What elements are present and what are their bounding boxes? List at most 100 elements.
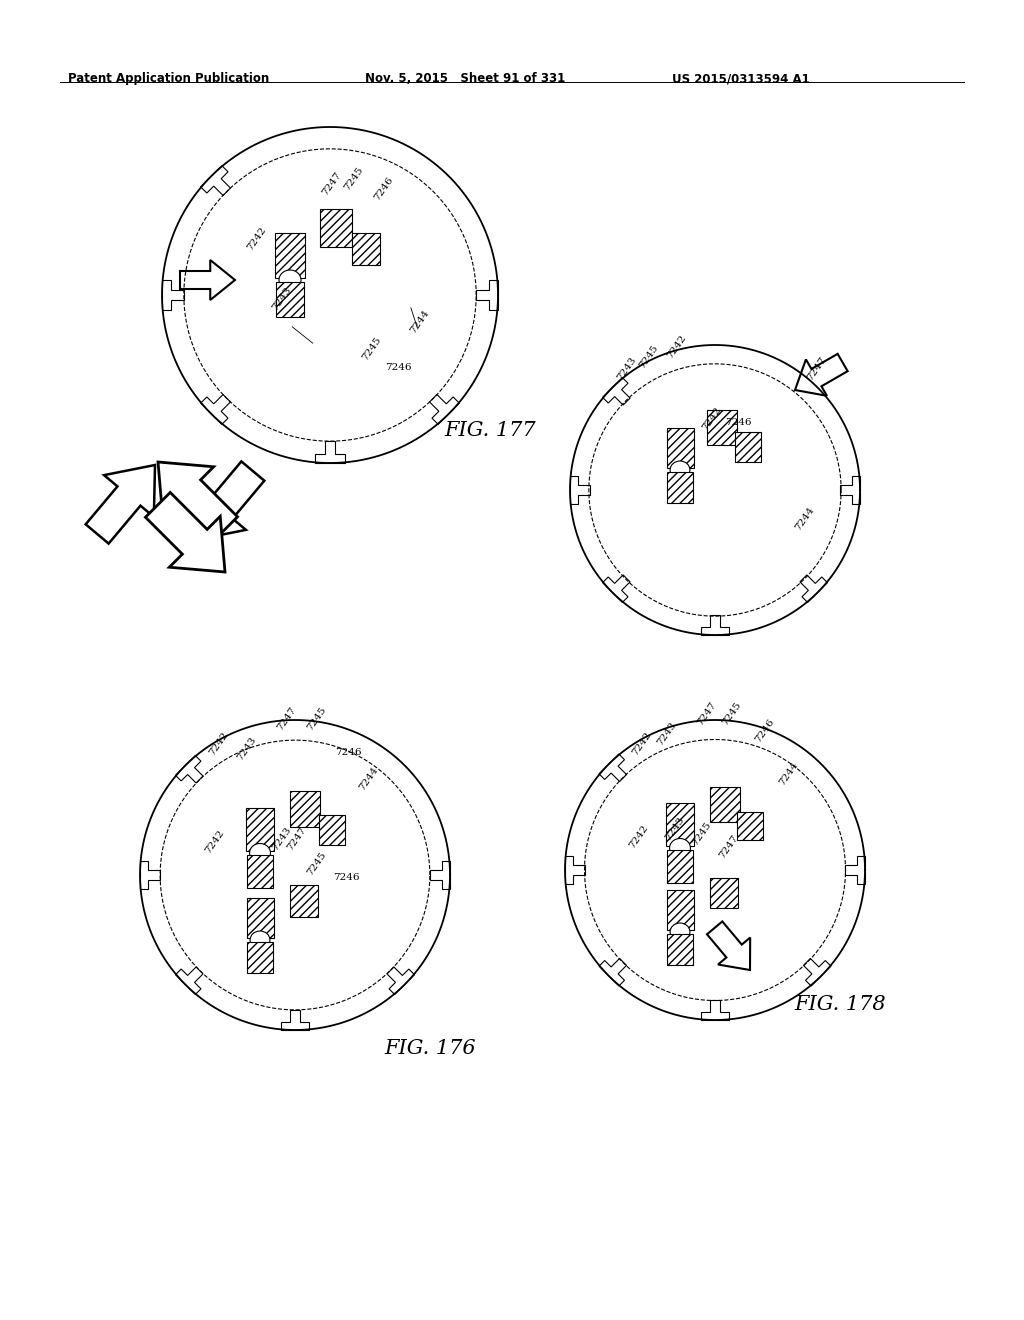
Polygon shape (701, 1001, 729, 1020)
Text: 7247: 7247 (695, 700, 718, 727)
Text: 7246: 7246 (335, 748, 361, 756)
Polygon shape (201, 165, 230, 195)
Text: 7245: 7245 (360, 335, 383, 362)
Text: FIG. 177: FIG. 177 (444, 421, 536, 440)
Polygon shape (430, 861, 450, 888)
Text: 7247: 7247 (717, 833, 739, 861)
Polygon shape (668, 471, 692, 503)
Polygon shape (845, 855, 865, 884)
Text: US 2015/0313594 A1: US 2015/0313594 A1 (672, 73, 810, 84)
Text: 7246: 7246 (753, 717, 775, 744)
Text: FIG. 176: FIG. 176 (384, 1039, 476, 1057)
Text: 7242: 7242 (630, 730, 652, 756)
Text: 7242: 7242 (245, 226, 267, 252)
Text: 7244: 7244 (357, 766, 380, 792)
Text: 7247: 7247 (285, 825, 307, 851)
Text: 7242: 7242 (207, 730, 229, 756)
Text: 7246: 7246 (372, 176, 394, 202)
Text: 7245: 7245 (342, 165, 365, 191)
Ellipse shape (670, 838, 690, 858)
Text: 7247: 7247 (319, 170, 343, 197)
Text: 7245: 7245 (720, 700, 742, 727)
Text: 7244: 7244 (777, 760, 800, 787)
Text: 7245: 7245 (305, 705, 328, 733)
Polygon shape (387, 968, 415, 994)
Text: Patent Application Publication: Patent Application Publication (68, 73, 269, 84)
Text: 7245: 7245 (637, 343, 659, 370)
Polygon shape (175, 968, 203, 994)
Text: 7243: 7243 (663, 816, 686, 842)
Polygon shape (565, 855, 585, 884)
Text: Nov. 5, 2015   Sheet 91 of 331: Nov. 5, 2015 Sheet 91 of 331 (365, 73, 565, 84)
Bar (352, 234, 380, 265)
Text: FIG. 178: FIG. 178 (795, 995, 886, 1015)
Bar (710, 787, 740, 822)
Polygon shape (800, 576, 827, 602)
Polygon shape (667, 428, 693, 469)
Ellipse shape (279, 271, 301, 290)
Polygon shape (476, 280, 498, 310)
Polygon shape (668, 933, 692, 965)
Bar (710, 878, 738, 908)
Polygon shape (247, 855, 273, 888)
Text: 7246: 7246 (385, 363, 412, 372)
Text: 7242: 7242 (627, 824, 649, 850)
Text: 7242: 7242 (700, 405, 723, 432)
Text: 7243: 7243 (270, 285, 293, 312)
Polygon shape (707, 921, 751, 970)
Polygon shape (804, 958, 830, 986)
Text: 7244: 7244 (793, 506, 815, 532)
Text: 7243: 7243 (615, 355, 638, 381)
Ellipse shape (670, 923, 690, 941)
Bar (290, 791, 319, 828)
Text: 7247: 7247 (275, 705, 298, 733)
Polygon shape (666, 804, 694, 846)
Polygon shape (701, 615, 729, 635)
Text: 7243: 7243 (234, 735, 258, 762)
Polygon shape (246, 808, 274, 851)
Text: 7247: 7247 (805, 355, 827, 381)
Polygon shape (140, 861, 160, 888)
Polygon shape (180, 260, 234, 300)
Polygon shape (315, 441, 345, 463)
Ellipse shape (250, 931, 270, 949)
Ellipse shape (250, 843, 270, 862)
Polygon shape (158, 462, 238, 541)
Text: 7246: 7246 (333, 873, 359, 882)
Polygon shape (195, 462, 264, 540)
Polygon shape (667, 850, 693, 883)
Text: 7245: 7245 (690, 820, 713, 847)
Polygon shape (795, 354, 848, 396)
Polygon shape (667, 890, 693, 931)
Bar (737, 812, 763, 840)
Ellipse shape (670, 461, 690, 479)
Text: 7243: 7243 (270, 825, 293, 851)
Polygon shape (247, 898, 273, 939)
Polygon shape (248, 941, 272, 973)
Polygon shape (175, 755, 203, 783)
Bar (735, 432, 761, 462)
Bar (290, 884, 318, 917)
Polygon shape (602, 576, 630, 602)
Polygon shape (162, 280, 184, 310)
Polygon shape (276, 282, 304, 317)
Text: 7244: 7244 (408, 308, 430, 335)
Polygon shape (429, 395, 460, 425)
Bar (707, 411, 737, 445)
Text: 7242: 7242 (203, 828, 225, 855)
Polygon shape (599, 754, 627, 781)
Polygon shape (602, 378, 630, 405)
Bar (319, 209, 352, 247)
Text: 7243: 7243 (655, 721, 678, 747)
Polygon shape (840, 477, 860, 504)
Polygon shape (599, 958, 627, 986)
Polygon shape (570, 477, 590, 504)
Polygon shape (86, 465, 155, 544)
Text: 7245: 7245 (305, 850, 328, 876)
Polygon shape (281, 1010, 309, 1030)
Bar (319, 814, 345, 845)
Text: 7242: 7242 (665, 333, 687, 360)
Text: 7246: 7246 (725, 418, 752, 426)
Polygon shape (145, 492, 225, 572)
Polygon shape (275, 234, 305, 279)
